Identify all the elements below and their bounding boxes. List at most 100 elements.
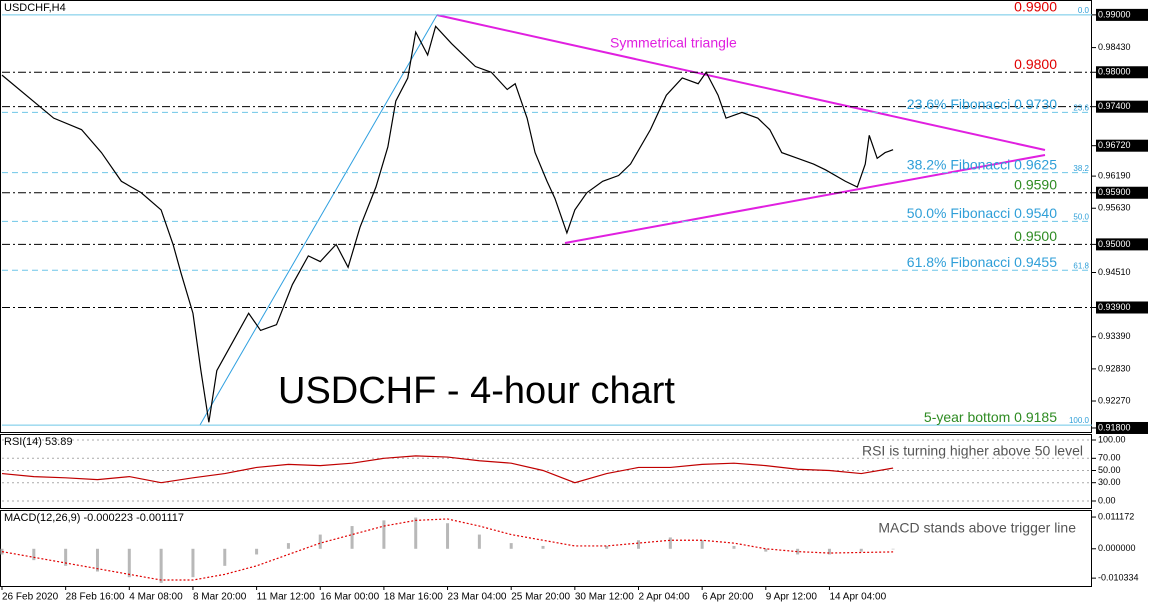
level-label: 0.9900 <box>1014 0 1057 15</box>
x-tick-label: 4 Mar 08:00 <box>129 592 183 603</box>
price-line <box>1 25 894 423</box>
headline: USDCHF - 4-hour chart <box>278 370 675 412</box>
macd-bar <box>318 534 322 549</box>
fib-line <box>199 14 438 426</box>
x-tick-label: 28 Feb 16:00 <box>66 592 125 603</box>
macd-bar <box>700 540 704 549</box>
macd-bar <box>636 540 640 549</box>
x-tick-label: 6 Apr 20:00 <box>702 592 754 603</box>
tick-box <box>1096 421 1148 434</box>
x-tick-label: 2 Apr 04:00 <box>638 592 690 603</box>
tick-box <box>1096 238 1148 251</box>
level-label: 5-year bottom 0.9185 <box>924 409 1057 425</box>
y-tick-label: 0.99000 <box>1098 9 1131 19</box>
macd-bar <box>350 526 354 549</box>
level-tag: 38.2 <box>1073 164 1089 173</box>
triangle-upper <box>436 14 1046 151</box>
macd-bar <box>891 548 895 550</box>
y-tick-label: 0.000000 <box>1098 543 1136 553</box>
x-tick-label: 14 Apr 04:00 <box>829 592 886 603</box>
macd-bar <box>764 548 768 552</box>
y-tick-label: 50.00 <box>1098 465 1121 475</box>
y-tick-label: 0.95000 <box>1098 239 1131 249</box>
chart-title: USDCHF,H4 <box>4 2 66 14</box>
macd-bar <box>223 548 227 566</box>
tick-box <box>1096 186 1148 199</box>
x-tick-label: 18 Mar 16:00 <box>384 592 443 603</box>
y-tick-label: 100.00 <box>1098 434 1126 444</box>
macd-bar <box>32 548 36 561</box>
macd-bar <box>796 548 800 555</box>
level-label: 38.2% Fibonacci 0.9625 <box>907 156 1057 172</box>
y-tick-label: 0.91800 <box>1098 422 1131 432</box>
pattern-label: Symmetrical triangle <box>610 35 737 51</box>
macd-bar <box>191 548 195 578</box>
macd-bar <box>541 545 545 549</box>
macd-bar <box>509 543 513 549</box>
y-tick-label: 0.011172 <box>1098 511 1134 521</box>
y-tick-label: 30.00 <box>1098 477 1121 487</box>
x-tick-label: 8 Mar 20:00 <box>193 592 247 603</box>
y-tick-label: 0.93900 <box>1098 302 1131 312</box>
macd-panel <box>0 510 1092 587</box>
macd-title: MACD(12,26,9) -0.000223 -0.001117 <box>4 512 184 524</box>
y-tick-label: 0.98430 <box>1098 42 1131 52</box>
tick-box <box>1096 100 1148 113</box>
tick-box <box>1096 66 1148 79</box>
macd-bar <box>127 548 131 578</box>
y-tick-label: 0.97400 <box>1098 101 1131 111</box>
price-line <box>1 455 894 484</box>
level-tag: 50.0 <box>1073 213 1089 222</box>
y-tick-label: 0.92830 <box>1098 363 1131 373</box>
price-panel <box>0 0 1092 433</box>
level-tag: 61.8 <box>1073 261 1089 270</box>
macd-bar <box>382 520 386 549</box>
macd-bar <box>859 548 863 552</box>
x-tick-label: 9 Apr 12:00 <box>766 592 818 603</box>
macd-bar <box>732 545 736 549</box>
y-tick-label: 0.95630 <box>1098 203 1131 213</box>
macd-bar <box>64 548 68 566</box>
macd-bar <box>446 523 450 549</box>
macd-bar <box>286 543 290 549</box>
level-tag: 100.0 <box>1069 416 1090 425</box>
x-tick-label: 11 Mar 12:00 <box>257 592 316 603</box>
macd-annotation: MACD stands above trigger line <box>878 520 1076 536</box>
tick-box <box>1096 301 1148 314</box>
y-tick-label: 0.92270 <box>1098 395 1131 405</box>
level-label: 0.9800 <box>1014 56 1057 72</box>
macd-bar <box>827 548 831 555</box>
y-tick-label: -0.010334 <box>1098 573 1139 583</box>
signal-line <box>1 518 894 581</box>
level-label: 0.9590 <box>1014 176 1057 192</box>
macd-bar <box>414 517 418 549</box>
macd-bar <box>477 534 481 549</box>
rsi-annotation: RSI is turning higher above 50 level <box>862 443 1083 459</box>
macd-bar <box>159 548 163 583</box>
triangle-lower <box>564 154 1046 244</box>
tick-box <box>1096 139 1148 152</box>
macd-bar <box>668 537 672 549</box>
x-tick-label: 23 Mar 04:00 <box>448 592 507 603</box>
y-tick-label: 0.94510 <box>1098 267 1131 277</box>
rsi-title: RSI(14) 53.89 <box>4 436 72 448</box>
y-tick-label: 0.98000 <box>1098 67 1131 77</box>
y-tick-label: 0.96720 <box>1098 140 1131 150</box>
rsi-panel <box>0 434 1092 509</box>
macd-bar <box>0 548 4 555</box>
y-tick-label: 0.96190 <box>1098 170 1131 180</box>
y-tick-label: 0.95900 <box>1098 187 1131 197</box>
macd-bar <box>255 548 259 555</box>
level-label: 23.6% Fibonacci 0.9730 <box>907 96 1057 112</box>
level-tag: 23.6 <box>1073 104 1089 113</box>
x-tick-label: 16 Mar 00:00 <box>320 592 379 603</box>
x-tick-label: 26 Feb 2020 <box>2 592 59 603</box>
level-tag: 0.0 <box>1078 6 1090 15</box>
level-label: 50.0% Fibonacci 0.9540 <box>907 205 1057 221</box>
macd-bar <box>605 545 609 549</box>
macd-bar <box>95 548 99 572</box>
x-tick-label: 25 Mar 20:00 <box>511 592 570 603</box>
level-label: 0.9500 <box>1014 228 1057 244</box>
level-label: 61.8% Fibonacci 0.9455 <box>907 254 1057 270</box>
